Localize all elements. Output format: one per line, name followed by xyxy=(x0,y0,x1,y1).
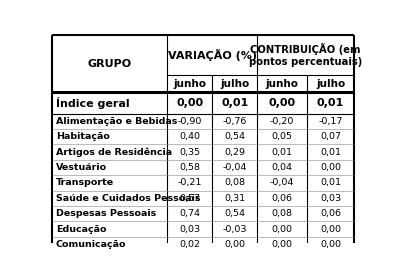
Text: -0,04: -0,04 xyxy=(223,163,247,172)
Text: 0,01: 0,01 xyxy=(221,98,248,108)
Text: 0,29: 0,29 xyxy=(224,148,245,157)
Text: 0,01: 0,01 xyxy=(272,148,293,157)
Text: Saúde e Cuidados Pessoais: Saúde e Cuidados Pessoais xyxy=(56,194,200,203)
Text: 0,74: 0,74 xyxy=(179,209,200,218)
Text: junho: junho xyxy=(265,79,299,88)
Text: -0,20: -0,20 xyxy=(270,117,294,126)
Text: Transporte: Transporte xyxy=(56,179,114,187)
Text: -0,90: -0,90 xyxy=(177,117,202,126)
Text: Artigos de Residência: Artigos de Residência xyxy=(56,147,172,157)
Text: 0,01: 0,01 xyxy=(320,179,341,187)
Text: 0,54: 0,54 xyxy=(224,132,245,141)
Text: 0,00: 0,00 xyxy=(224,240,245,249)
Text: 0,00: 0,00 xyxy=(268,98,295,108)
Text: 0,58: 0,58 xyxy=(179,163,200,172)
Text: 0,08: 0,08 xyxy=(224,179,245,187)
Text: 0,07: 0,07 xyxy=(320,132,341,141)
Text: julho: julho xyxy=(316,79,345,88)
Text: -0,76: -0,76 xyxy=(223,117,247,126)
Text: 0,00: 0,00 xyxy=(176,98,203,108)
Text: -0,04: -0,04 xyxy=(270,179,294,187)
Text: 0,02: 0,02 xyxy=(179,240,200,249)
Text: 0,40: 0,40 xyxy=(179,132,200,141)
Text: -0,21: -0,21 xyxy=(177,179,202,187)
Text: 0,00: 0,00 xyxy=(272,225,293,234)
Text: junho: junho xyxy=(173,79,206,88)
Text: 0,54: 0,54 xyxy=(224,209,245,218)
Text: 0,05: 0,05 xyxy=(272,132,293,141)
Text: Índice geral: Índice geral xyxy=(57,97,130,109)
Text: 0,01: 0,01 xyxy=(317,98,344,108)
Text: -0,03: -0,03 xyxy=(223,225,247,234)
Text: Despesas Pessoais: Despesas Pessoais xyxy=(56,209,156,218)
Text: 0,06: 0,06 xyxy=(272,194,293,203)
Text: 0,06: 0,06 xyxy=(320,209,341,218)
Text: 0,00: 0,00 xyxy=(272,240,293,249)
Text: 0,35: 0,35 xyxy=(179,148,200,157)
Text: 0,00: 0,00 xyxy=(320,225,341,234)
Text: 0,03: 0,03 xyxy=(320,194,341,203)
Text: Alimentação e Bebidas: Alimentação e Bebidas xyxy=(56,117,177,126)
Text: Vestuário: Vestuário xyxy=(56,163,107,172)
Text: 0,08: 0,08 xyxy=(272,209,293,218)
Text: 0,04: 0,04 xyxy=(272,163,293,172)
Text: Comunicação: Comunicação xyxy=(56,240,126,249)
Text: VARIAÇÃO (%): VARIAÇÃO (%) xyxy=(168,49,257,61)
Text: GRUPO: GRUPO xyxy=(88,59,131,69)
Text: CONTRIBUIÇÃO (em
pontos percentuais): CONTRIBUIÇÃO (em pontos percentuais) xyxy=(249,43,362,67)
Text: Habitação: Habitação xyxy=(56,132,110,141)
Text: -0,17: -0,17 xyxy=(318,117,343,126)
Text: 0,00: 0,00 xyxy=(320,163,341,172)
Text: 0,57: 0,57 xyxy=(179,194,200,203)
Text: julho: julho xyxy=(220,79,249,88)
Text: Educação: Educação xyxy=(56,225,106,234)
Text: 0,00: 0,00 xyxy=(320,240,341,249)
Text: 0,31: 0,31 xyxy=(224,194,245,203)
Text: 0,01: 0,01 xyxy=(320,148,341,157)
Text: 0,03: 0,03 xyxy=(179,225,200,234)
